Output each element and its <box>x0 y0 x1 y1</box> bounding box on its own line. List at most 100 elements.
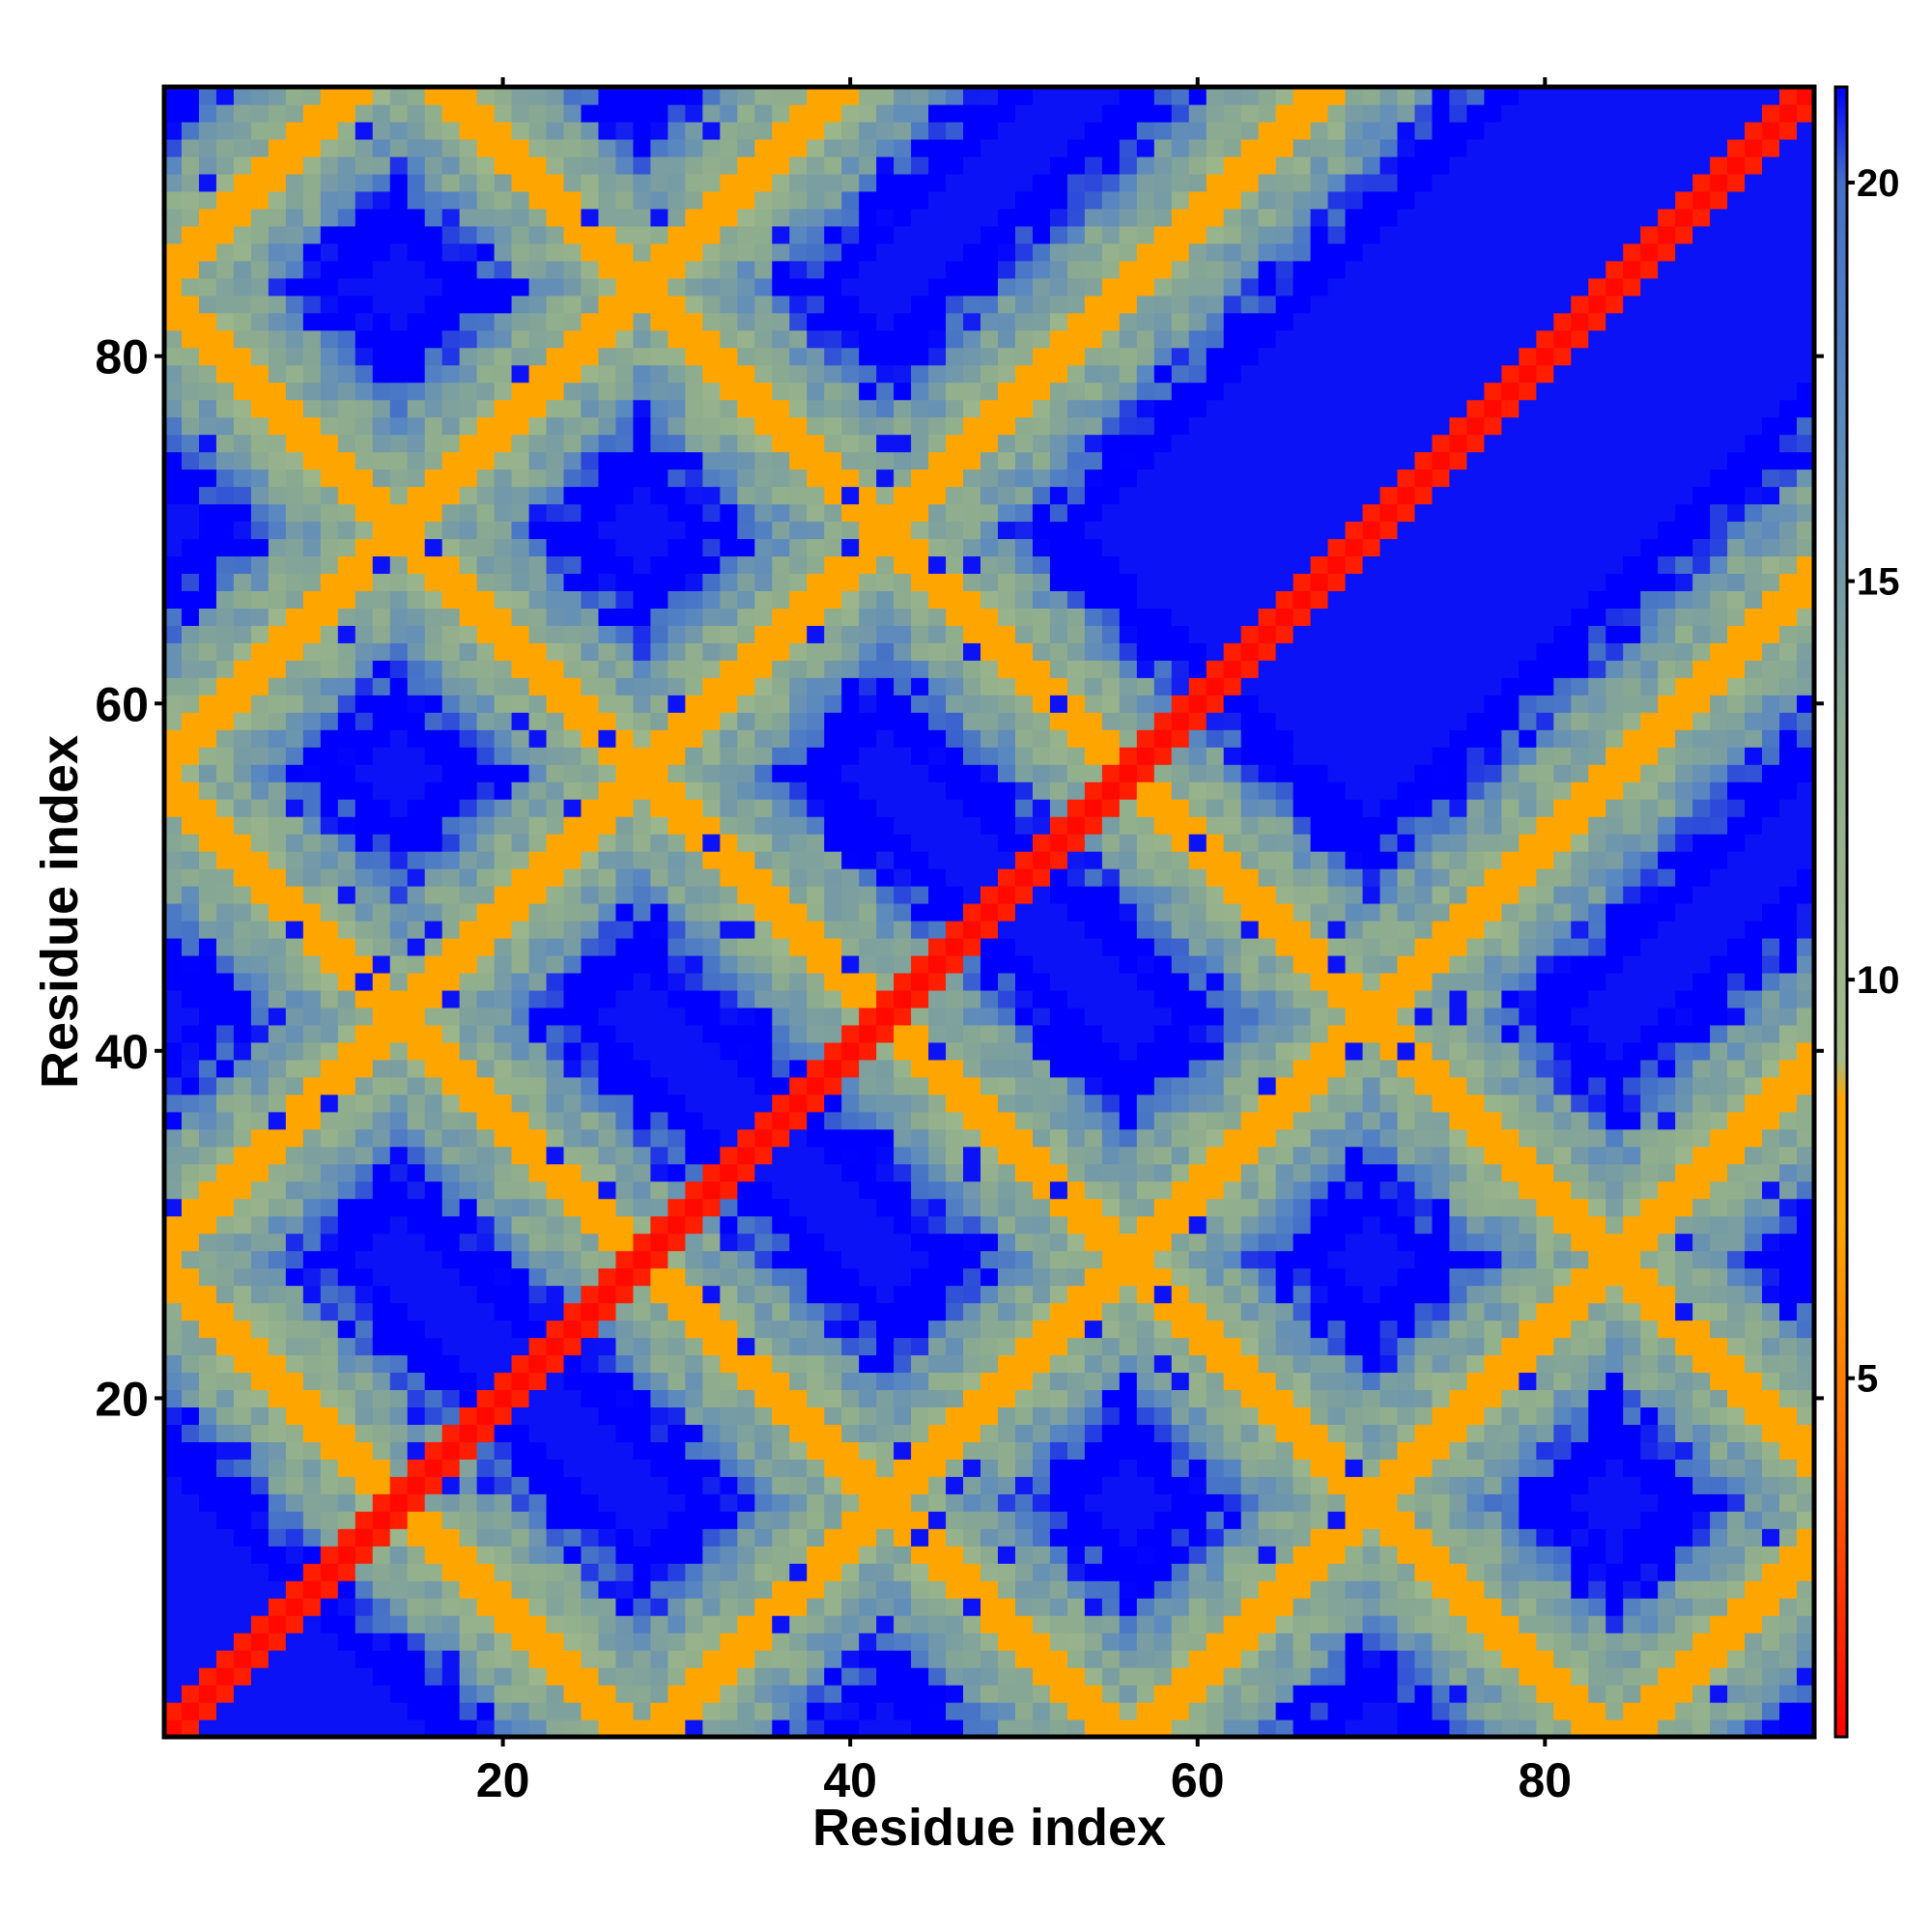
heatmap-cell <box>772 608 790 626</box>
heatmap-cell <box>980 87 999 105</box>
heatmap-cell <box>1049 816 1068 835</box>
heatmap-cell <box>389 469 409 488</box>
heatmap-cell <box>1049 469 1068 488</box>
heatmap-cell <box>198 1076 217 1095</box>
heatmap-cell <box>459 920 478 939</box>
heatmap-cell <box>754 1389 773 1407</box>
heatmap-cell <box>250 1041 270 1061</box>
heatmap-cell <box>546 190 565 210</box>
heatmap-cell <box>1049 156 1068 175</box>
heatmap-cell <box>337 1111 356 1130</box>
heatmap-cell <box>285 903 304 922</box>
heatmap-cell <box>685 1302 703 1321</box>
heatmap-cell <box>424 1354 443 1374</box>
heatmap-cell <box>789 1528 808 1547</box>
heatmap-cell <box>807 972 825 991</box>
heatmap-cell <box>546 695 565 713</box>
heatmap-cell <box>980 1719 999 1738</box>
heatmap-cell <box>355 1667 374 1686</box>
heatmap-cell <box>181 834 200 852</box>
heatmap-cell <box>181 469 200 488</box>
heatmap-cell <box>563 625 582 643</box>
heatmap-cell <box>407 903 426 922</box>
heatmap-cell <box>685 1267 703 1287</box>
heatmap-cell <box>476 503 496 523</box>
heatmap-cell <box>633 1650 652 1668</box>
heatmap-cell <box>720 555 738 575</box>
heatmap-cell <box>337 156 356 175</box>
heatmap-cell <box>459 1163 478 1182</box>
heatmap-cell <box>754 764 773 782</box>
heatmap-cell <box>285 156 304 175</box>
heatmap-cell <box>215 173 235 192</box>
heatmap-cell <box>164 1041 183 1061</box>
heatmap-cell <box>546 1198 565 1217</box>
heatmap-cell <box>894 851 912 869</box>
heatmap-cell <box>355 1128 374 1148</box>
heatmap-cell <box>911 729 929 748</box>
heatmap-cell <box>859 538 877 557</box>
heatmap-cell <box>528 1528 548 1547</box>
heatmap-cell <box>807 1250 825 1269</box>
heatmap-cell <box>355 1685 374 1703</box>
heatmap-cell <box>928 1302 947 1321</box>
heatmap-cell <box>476 886 496 904</box>
heatmap-cell <box>563 364 582 384</box>
heatmap-cell <box>737 954 755 974</box>
heatmap-cell <box>841 1598 860 1616</box>
heatmap-cell <box>476 1546 496 1564</box>
heatmap-cell <box>546 1493 565 1512</box>
heatmap-cell <box>737 937 755 956</box>
heatmap-cell <box>598 1007 617 1026</box>
heatmap-cell <box>894 382 912 401</box>
heatmap-cell <box>841 851 860 869</box>
heatmap-cell <box>1032 399 1051 418</box>
heatmap-cell <box>268 1198 287 1217</box>
heatmap-cell <box>720 521 738 540</box>
heatmap-cell <box>876 1059 895 1078</box>
heatmap-cell <box>1032 486 1051 505</box>
heatmap-cell <box>511 1372 530 1391</box>
heatmap-cell <box>424 1493 443 1512</box>
heatmap-cell <box>754 1546 773 1564</box>
heatmap-cell <box>737 989 755 1009</box>
heatmap-cell <box>911 295 929 314</box>
heatmap-cell <box>650 242 668 262</box>
heatmap-cell <box>807 434 825 453</box>
heatmap-cell <box>1049 382 1068 401</box>
heatmap-cell <box>355 573 374 591</box>
heatmap-cell <box>494 242 513 262</box>
heatmap-cell <box>685 1285 703 1304</box>
heatmap-cell <box>668 1267 686 1287</box>
heatmap-cell <box>459 1389 478 1407</box>
heatmap-cell <box>702 1233 721 1252</box>
heatmap-cell <box>720 1337 738 1356</box>
heatmap-cell <box>181 1615 200 1634</box>
heatmap-cell <box>772 1459 790 1477</box>
heatmap-cell <box>980 1633 999 1651</box>
heatmap-cell <box>928 451 947 470</box>
heatmap-cell <box>668 312 686 331</box>
heatmap-cell <box>198 416 217 436</box>
heatmap-cell <box>1014 103 1034 123</box>
heatmap-cell <box>233 747 252 765</box>
heatmap-cell <box>250 886 270 904</box>
heatmap-cell <box>841 173 860 192</box>
heatmap-cell <box>320 1650 339 1668</box>
heatmap-cell <box>668 781 686 800</box>
heatmap-cell <box>859 886 877 904</box>
heatmap-cell <box>685 1598 703 1616</box>
heatmap-cell <box>1049 1250 1068 1269</box>
heatmap-cell <box>789 1041 808 1061</box>
heatmap-cell <box>668 382 686 401</box>
heatmap-cell <box>441 503 461 523</box>
heatmap-cell <box>928 364 947 384</box>
heatmap-cell <box>876 173 895 192</box>
heatmap-cell <box>824 1007 842 1026</box>
heatmap-cell <box>650 416 668 436</box>
heatmap-cell <box>1049 208 1068 227</box>
heatmap-cell <box>181 1424 200 1442</box>
heatmap-cell <box>407 886 426 904</box>
heatmap-cell <box>598 208 617 227</box>
heatmap-cell <box>250 347 270 366</box>
